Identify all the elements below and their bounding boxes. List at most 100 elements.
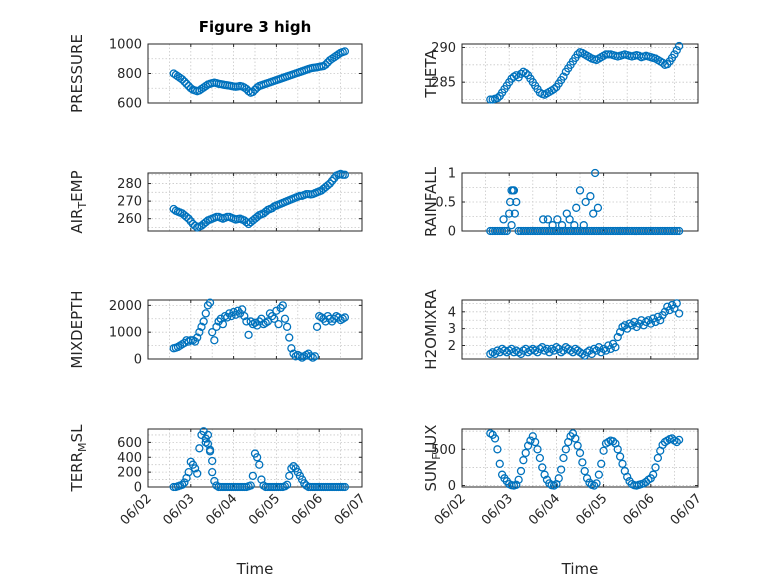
- data-point: [618, 322, 627, 332]
- axes-box: [461, 428, 699, 488]
- data-point: [282, 322, 292, 331]
- data-point: [248, 471, 258, 480]
- data-point: [523, 441, 533, 450]
- data-point: [594, 343, 604, 352]
- data-point: [205, 298, 215, 307]
- data-point: [625, 319, 634, 328]
- data-point: [543, 215, 553, 224]
- y-axis-label: TERRMSL: [68, 424, 89, 493]
- data-point: [199, 317, 208, 326]
- data-point: [507, 221, 516, 230]
- data-point: [231, 310, 240, 319]
- y-tick-label: 270: [117, 195, 142, 210]
- data-point: [201, 309, 210, 318]
- data-point: [660, 307, 670, 316]
- data-points: [486, 429, 684, 490]
- x-axis-label: Time: [561, 560, 599, 578]
- x-tick-label: 06/06: [289, 491, 326, 528]
- data-point: [549, 84, 559, 94]
- axes-box: [147, 428, 363, 488]
- data-point: [649, 470, 658, 479]
- subplot-4: 0 0.5 1 RAINFALL: [422, 166, 699, 240]
- data-point: [180, 77, 189, 86]
- y-tick-label: 0: [448, 479, 456, 494]
- data-point: [674, 309, 684, 318]
- x-tick-label: 06/06: [621, 491, 658, 528]
- data-point: [582, 348, 592, 357]
- data-point: [580, 466, 589, 476]
- data-point: [579, 221, 588, 230]
- y-tick-label: 400: [117, 451, 142, 466]
- data-point: [540, 470, 549, 479]
- data-point: [208, 456, 217, 466]
- data-point: [572, 203, 581, 212]
- y-tick-label: 0: [134, 481, 142, 496]
- data-point: [210, 336, 219, 345]
- y-tick-label: 500: [431, 443, 456, 458]
- data-point: [193, 469, 202, 478]
- data-point: [280, 482, 290, 491]
- data-point: [186, 84, 195, 93]
- data-point: [201, 218, 210, 227]
- y-tick-label: 3: [448, 322, 456, 337]
- data-point: [510, 209, 520, 218]
- data-point: [195, 328, 204, 337]
- data-point: [590, 168, 600, 178]
- data-point: [490, 434, 500, 443]
- data-point: [340, 47, 350, 56]
- y-axis-label: PRESSURE: [68, 34, 86, 113]
- data-point: [623, 472, 632, 482]
- data-point: [651, 463, 660, 472]
- data-point: [195, 444, 204, 453]
- data-point: [340, 170, 350, 179]
- data-point: [201, 81, 210, 91]
- data-point: [672, 46, 681, 55]
- x-tick-label: 06/04: [203, 491, 240, 528]
- y-tick-label: 260: [117, 212, 142, 227]
- data-point: [514, 348, 523, 357]
- y-tick-label: 600: [117, 436, 142, 451]
- data-point: [613, 332, 622, 342]
- x-tick-label: 06/03: [161, 491, 198, 528]
- data-point: [573, 441, 582, 450]
- data-point: [508, 186, 518, 195]
- data-point: [270, 314, 279, 323]
- x-tick-label: 06/07: [668, 491, 705, 528]
- data-point: [556, 348, 566, 357]
- data-point: [674, 435, 684, 445]
- data-point: [178, 480, 187, 489]
- data-point: [665, 305, 674, 315]
- data-point: [535, 453, 545, 463]
- y-axis-label: SUNFLUX: [422, 425, 443, 492]
- subplot-5: 0 1000 2000 MIXDEPTH: [68, 290, 363, 369]
- data-point: [672, 226, 681, 236]
- data-point: [592, 479, 601, 488]
- data-point: [287, 464, 296, 473]
- subplot-8: 0 500 06/02 06/03 06/04 06/05 06/06 06/07 Time SU…: [422, 425, 705, 578]
- data-point: [246, 481, 255, 490]
- data-point: [521, 69, 530, 78]
- data-point: [526, 436, 535, 445]
- chart-title: Figure 3 high: [199, 18, 312, 36]
- data-point: [670, 50, 679, 59]
- data-point: [505, 209, 514, 218]
- data-point: [248, 87, 258, 97]
- data-point: [531, 346, 540, 355]
- y-tick-label: 0: [448, 225, 456, 240]
- data-point: [582, 474, 592, 483]
- data-point: [646, 319, 655, 328]
- data-point: [521, 448, 530, 458]
- data-point: [552, 343, 561, 352]
- data-point: [227, 311, 236, 321]
- axes-box: [461, 43, 699, 104]
- x-axis-label: Time: [236, 560, 274, 578]
- data-point: [493, 93, 502, 103]
- y-tick-label: 2000: [109, 299, 142, 314]
- data-point: [274, 319, 283, 329]
- data-point: [611, 343, 620, 352]
- data-point: [505, 197, 515, 207]
- data-point: [285, 333, 294, 342]
- data-point: [223, 313, 232, 322]
- data-point: [575, 448, 585, 458]
